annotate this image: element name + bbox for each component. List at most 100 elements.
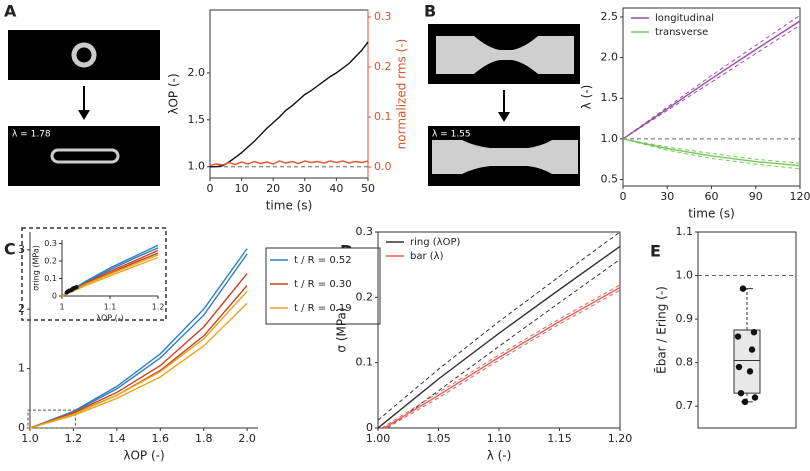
x-axis-label: λ (-): [487, 449, 512, 463]
y-tick-label: 2.5: [601, 10, 619, 23]
series-line: [622, 20, 801, 140]
x-tick-label: 0: [207, 182, 214, 195]
y-tick-label: 0.2: [44, 257, 57, 266]
x-tick-label: 1.1: [104, 303, 117, 312]
x-tick-label: 1.2: [152, 303, 165, 312]
series-line: [210, 41, 369, 168]
legend-label: t / R = 0.30: [294, 279, 352, 290]
ring-shape: [71, 42, 97, 68]
y2-tick-label: 0.1: [374, 110, 392, 123]
x-tick-label: 1: [59, 303, 64, 312]
ring-shape: [50, 148, 120, 164]
y-tick-label: 2: [18, 302, 25, 315]
y-axis-label: σ (MPa): [335, 307, 349, 352]
x-tick-label: 1.2: [65, 432, 83, 445]
x-tick-label: 1.00: [366, 432, 391, 445]
y-tick-label: 0.2: [356, 290, 374, 303]
bar-shape: [436, 36, 574, 74]
y-tick-label: 0.1: [356, 356, 374, 369]
x-tick-label: 40: [329, 182, 343, 195]
series-line: [386, 289, 621, 429]
series-line: [622, 138, 801, 164]
photo: [8, 126, 160, 186]
panel-label: B: [424, 2, 436, 21]
legend-label: ring (λOP): [410, 237, 460, 248]
series-line: [377, 245, 621, 429]
series-line: [29, 290, 248, 429]
legend-label: transverse: [655, 27, 708, 38]
data-point: [741, 398, 749, 406]
legend-label: bar (λ): [410, 251, 444, 262]
x-tick-label: 20: [266, 182, 280, 195]
x-tick-label: 60: [705, 190, 719, 203]
x-tick-label: 30: [298, 182, 312, 195]
plot-frame: [622, 7, 801, 187]
y-axis-label: λ (-): [580, 85, 594, 110]
series-line: [387, 258, 621, 429]
data-point: [748, 346, 756, 353]
panel-label: C: [4, 240, 16, 259]
y-tick-label: 0.3: [44, 239, 57, 248]
y-tick-label: 1.0: [601, 132, 619, 145]
inset-frame: [21, 227, 167, 321]
x-tick-label: 10: [235, 182, 249, 195]
series-line: [622, 138, 801, 167]
y-tick-label: 0.8: [676, 356, 694, 369]
data-point: [737, 389, 745, 397]
y-tick-label: 2.0: [188, 66, 206, 79]
y-tick-label: 1.1: [676, 225, 694, 238]
x-tick-label: 1.10: [487, 432, 512, 445]
y-tick-label: 1.0: [676, 269, 694, 282]
data-point: [751, 394, 759, 401]
y-tick-label: 1.0: [188, 160, 206, 173]
series-line: [622, 24, 801, 140]
data-point: [750, 328, 758, 336]
data-point: [735, 363, 743, 371]
data-point: [74, 285, 79, 290]
x-tick-label: 1.4: [108, 432, 126, 445]
y-tick-label: 0.3: [356, 225, 374, 238]
image-label: λ = 1.55: [432, 130, 471, 140]
y-tick-label: 1.5: [188, 113, 206, 126]
y-tick-label: 1: [18, 362, 25, 375]
series-line: [209, 160, 369, 167]
panel-label: A: [4, 2, 17, 21]
x-tick-label: 1.15: [547, 432, 572, 445]
box: [733, 329, 761, 394]
zoom-box: [27, 409, 76, 429]
data-point: [734, 333, 742, 340]
y-tick-label: 0.1: [44, 274, 57, 283]
series-line: [622, 14, 801, 140]
y-tick-label: 0: [366, 421, 373, 434]
series-line: [622, 138, 801, 170]
x-tick-label: 1.6: [152, 432, 170, 445]
y-axis-label: σring (MPa): [32, 245, 41, 291]
arrow-head: [498, 112, 510, 122]
legend-label: longitudinal: [655, 13, 714, 24]
series-line: [29, 302, 248, 429]
data-point: [739, 285, 747, 292]
x-axis-label: λOP (-): [123, 449, 164, 463]
data-point: [746, 368, 754, 375]
bar-shape: [432, 140, 578, 174]
plot-frame: [209, 9, 369, 179]
x-tick-label: 1.0: [21, 432, 39, 445]
y2-tick-label: 0.3: [374, 10, 392, 23]
x-axis-label: λOP (-): [96, 314, 124, 323]
x-tick-label: 30: [660, 190, 674, 203]
y-tick-label: 0.5: [601, 172, 619, 185]
y2-tick-label: 0.2: [374, 60, 392, 73]
y-tick-label: 0: [18, 421, 25, 434]
x-axis-label: time (s): [266, 199, 313, 213]
y2-tick-label: 0.0: [374, 160, 392, 173]
y-tick-label: 0: [52, 292, 57, 301]
y-tick-label: 3: [18, 243, 25, 256]
series-line: [381, 284, 621, 429]
y-axis-label: σring (MPa): [0, 296, 1, 365]
series-line: [377, 231, 621, 421]
legend-label: t / R = 0.19: [294, 303, 352, 314]
legend-label: t / R = 0.52: [294, 255, 352, 266]
x-tick-label: 1.05: [426, 432, 451, 445]
y-tick-label: 0.9: [676, 312, 694, 325]
